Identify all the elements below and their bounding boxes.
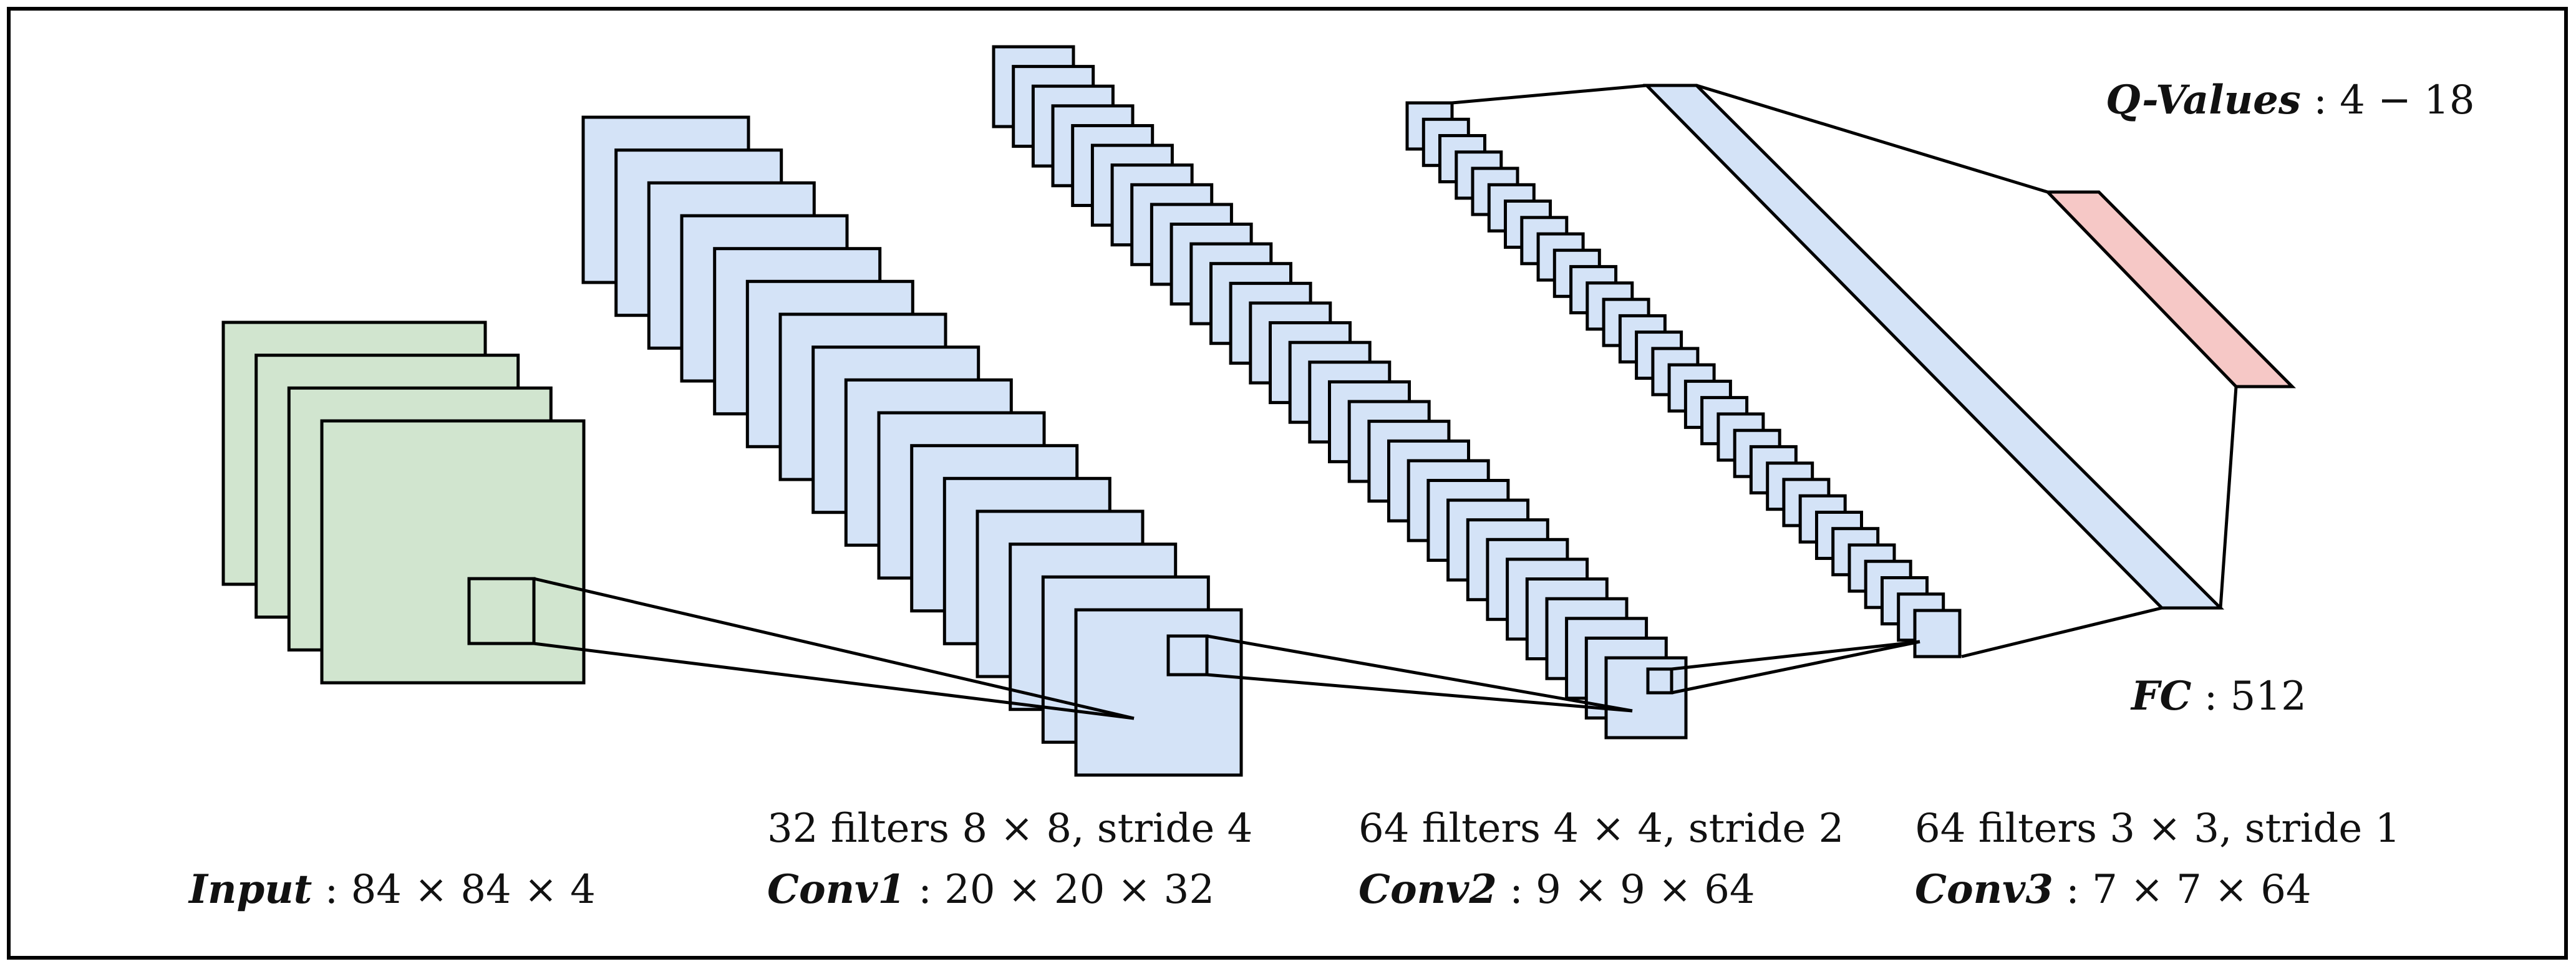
conv2-receptive-field [1646, 667, 1673, 695]
fc-to-q-line-bottom [2219, 386, 2238, 609]
conv1-filters-label: 32 filters 8 × 8, stride 4 [767, 806, 1252, 852]
conv3-filters-label: 64 filters 3 × 3, stride 1 [1915, 806, 2400, 852]
conv3-to-fc-line-bottom [1961, 606, 2162, 658]
input-projection-line-top [533, 577, 1135, 720]
fc-to-q-line-top [1696, 84, 2048, 194]
input-feature-map [320, 419, 586, 685]
outer-frame [7, 7, 2568, 960]
conv3-to-fc-line-top [1451, 84, 1647, 105]
conv1-label: Conv1 : 20 × 20 × 32 [767, 866, 1214, 913]
conv3-feature-map [1913, 609, 1962, 658]
conv3-stack [1405, 101, 1962, 658]
q-values-layer [2044, 190, 2297, 388]
qvalues-label: Q-Values : 4 − 18 [2106, 77, 2475, 123]
conv1-projection-line-bottom [1206, 673, 1633, 713]
conv2-projection-line-top [1671, 640, 1920, 671]
conv2-filters-label: 64 filters 4 × 4, stride 2 [1358, 806, 1844, 852]
input-receptive-field [467, 577, 536, 645]
input-label: Input : 84 × 84 × 4 [188, 866, 596, 913]
fc-label: FC : 512 [2130, 673, 2307, 720]
conv1-projection-line-top [1206, 634, 1633, 713]
input-stack [221, 321, 586, 685]
conv2-projection-line-bottom [1671, 640, 1920, 695]
fc-layer [1643, 84, 2225, 610]
conv1-feature-map [1074, 608, 1243, 777]
conv1-stack [581, 115, 1243, 777]
conv3-label: Conv3 : 7 × 7 × 64 [1915, 866, 2312, 913]
input-projection-line-bottom [533, 642, 1135, 720]
conv2-label: Conv2 : 9 × 9 × 64 [1358, 866, 1755, 913]
conv1-receptive-field [1166, 634, 1209, 677]
